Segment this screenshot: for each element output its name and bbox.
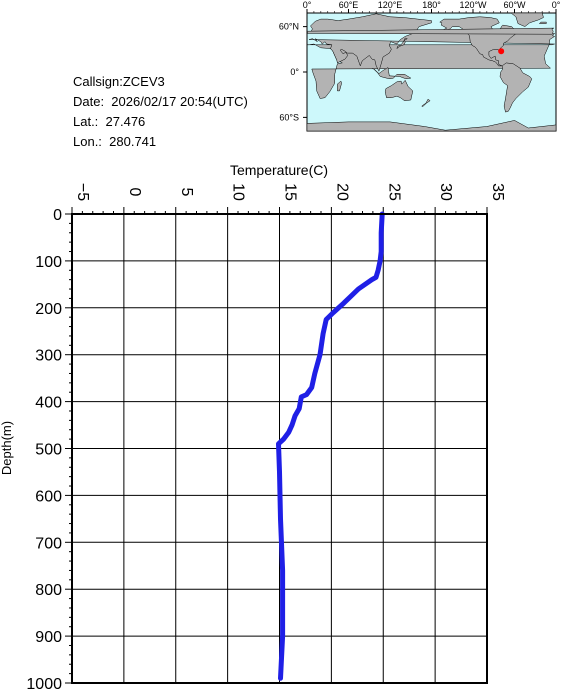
y-tick-label: 300 — [35, 348, 62, 365]
map-lon-label: 180° — [422, 0, 441, 10]
map-lon-label: 120°E — [378, 0, 403, 10]
map-marker-layer — [498, 48, 505, 55]
map-land-indonesia — [372, 67, 412, 80]
map-land-uk — [306, 27, 554, 35]
x-tick-label: 0 — [126, 188, 143, 197]
map-lon-label: 120°W — [459, 0, 487, 10]
y-tick-label: 200 — [35, 301, 62, 318]
map-lat-label: 60°S — [279, 112, 299, 122]
map-land-australia — [384, 79, 414, 101]
x-tick-labels: −5 0 5 10 15 20 25 30 35 — [74, 183, 506, 201]
map-lon-label: 60°W — [503, 0, 526, 10]
series-layer — [276, 211, 385, 681]
x-tick-label: 15 — [282, 183, 299, 201]
map-land-madagascar — [337, 80, 342, 92]
date-text: Date: 2026/02/17 20:54(UTC) — [73, 94, 248, 109]
map-land-iceland — [538, 21, 547, 24]
map-lon-label: 0° — [303, 0, 312, 10]
x-tick-label: 20 — [333, 183, 350, 201]
y-tick-labels: 0 100 200 300 400 500 600 700 800 900 1000 — [26, 207, 62, 690]
y-tick-label: 900 — [35, 629, 62, 646]
x-tick-label: −5 — [74, 183, 91, 201]
map-lon-label: 0° — [552, 0, 561, 10]
map-longitude-labels: 0° 60°E 120°E 180° 120°W 60°W 0° — [303, 0, 561, 10]
map-land-japan — [396, 37, 408, 50]
y-tick-label: 1000 — [26, 676, 62, 690]
map-land-antarctica — [306, 120, 557, 132]
map-land-new-zealand — [421, 98, 431, 108]
x-axis-title: Temperature(C) — [230, 162, 328, 178]
y-tick-label: 700 — [35, 535, 62, 552]
x-tick-label: 25 — [385, 183, 402, 201]
map-lon-label: 60°E — [339, 0, 359, 10]
latitude-text: Lat.: 27.476 — [73, 114, 146, 129]
map-latitude-labels: 60°N 0° 60°S — [279, 22, 300, 123]
y-tick-label: 100 — [35, 254, 62, 271]
x-tick-label: 5 — [178, 188, 195, 197]
world-map: 0° 60°E 120°E 180° 120°W 60°W 0° 60°N 0° 60°S — [279, 0, 561, 132]
callsign-text: Callsign:ZCEV3 — [73, 74, 165, 89]
y-tick-label: 0 — [53, 207, 62, 224]
y-tick-label: 600 — [35, 488, 62, 505]
plot-frame — [71, 213, 488, 684]
temperature-profile-chart: −5 0 5 10 15 20 25 30 35 0 100 200 300 400 500 600 700 8… — [0, 162, 506, 690]
longitude-text: Lon.: 280.741 — [73, 134, 157, 149]
map-lat-label: 0° — [290, 67, 299, 77]
y-tick-label: 500 — [35, 442, 62, 459]
map-land-south-america — [499, 62, 533, 113]
map-lat-label: 60°N — [279, 22, 299, 32]
y-tick-label: 400 — [35, 395, 62, 412]
y-axis-title: Depth(m) — [0, 421, 14, 475]
x-tick-label: 10 — [230, 183, 247, 201]
y-tick-label: 800 — [35, 582, 62, 599]
station-marker — [498, 48, 505, 55]
map-ticks — [303, 9, 557, 118]
x-tick-label: 30 — [437, 183, 454, 201]
map-land-eurasia — [309, 13, 556, 72]
temperature-profile-line — [276, 211, 385, 681]
x-tick-label: 35 — [489, 183, 506, 201]
